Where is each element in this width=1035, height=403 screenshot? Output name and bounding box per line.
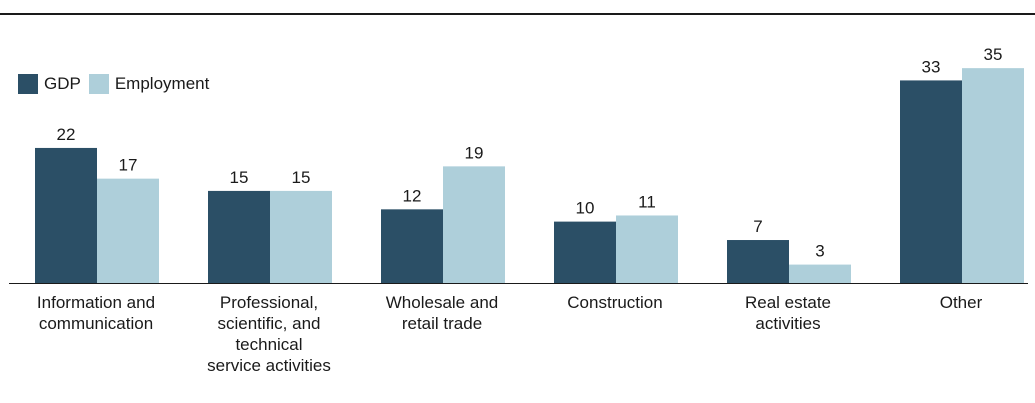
bar-gdp	[35, 147, 97, 283]
legend-item-gdp: GDP	[18, 74, 81, 94]
category-label: Wholesale and retail trade	[385, 293, 499, 333]
value-label: 10	[576, 199, 595, 218]
value-label: 35	[984, 45, 1003, 64]
legend-swatch-gdp	[18, 74, 38, 94]
value-label: 15	[230, 168, 249, 187]
legend-item-employment: Employment	[88, 74, 210, 94]
value-label: 11	[638, 192, 656, 211]
bar-employment	[443, 166, 505, 283]
legend-swatch-employment	[88, 74, 109, 94]
bar-gdp	[900, 80, 962, 284]
bar-employment	[616, 215, 678, 283]
value-label: 15	[292, 168, 311, 187]
bar-gdp	[381, 209, 443, 283]
category-label: Professional, scientific, and technical …	[207, 293, 331, 375]
bar-gdp	[727, 240, 789, 283]
bar-employment	[789, 264, 851, 283]
value-label: 22	[57, 125, 76, 144]
bar-employment	[962, 68, 1024, 283]
bar-gdp	[208, 190, 270, 283]
legend-label-employment: Employment	[114, 74, 210, 93]
value-label: 17	[119, 156, 138, 175]
value-label: 33	[922, 57, 941, 76]
bar-employment	[97, 178, 159, 283]
value-label: 12	[403, 186, 422, 205]
value-label: 3	[815, 242, 824, 261]
legend-label-gdp: GDP	[44, 74, 81, 93]
value-label: 19	[465, 143, 484, 162]
bar-employment	[270, 190, 332, 283]
top-rule	[0, 13, 1035, 15]
bar-gdp	[554, 221, 616, 283]
category-label: Information and communication	[36, 293, 156, 333]
category-label: Construction	[567, 293, 663, 312]
category-label: Other	[939, 293, 983, 312]
value-label: 7	[753, 217, 762, 236]
category-label: Real estate activities	[745, 293, 831, 333]
legend: GDP Employment	[18, 73, 217, 95]
